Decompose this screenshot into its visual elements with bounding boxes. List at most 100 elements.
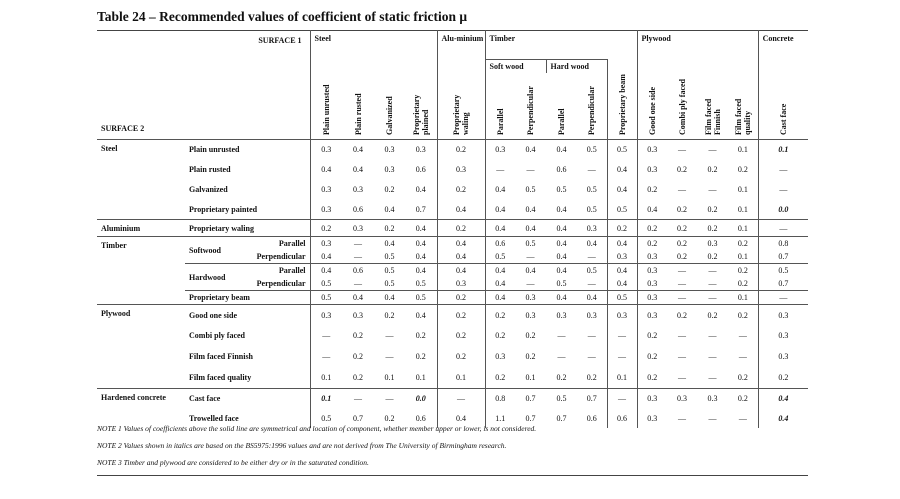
table-row: Film faced quality 0.1 0.2 0.1 0.1 0.1 0.2 0.1 0… bbox=[97, 367, 809, 389]
value-cell: 0.6 bbox=[586, 413, 597, 423]
value-cell: 0.3 bbox=[436, 159, 486, 180]
value-cell: — bbox=[526, 279, 535, 289]
value-cell: 0.2 bbox=[707, 252, 718, 262]
value-cell: 0.5 bbox=[556, 185, 567, 194]
value-cell: 0.7 bbox=[757, 277, 809, 291]
group-label: Alu-minium bbox=[441, 34, 484, 43]
value-cell: 0.5 bbox=[405, 290, 438, 305]
row-label: Film faced quality bbox=[189, 373, 252, 383]
note: NOTE 3 Timber and plywood are considered… bbox=[97, 458, 369, 467]
value-cell: — bbox=[309, 346, 343, 368]
value-cell: — bbox=[606, 325, 638, 347]
table-row: Trowelled face 0.5 0.7 0.2 0.6 0.4 1.1 0.7 0.7 0.… bbox=[97, 408, 809, 429]
value-cell: 0.5 bbox=[577, 263, 608, 278]
value-cell: 0.2 bbox=[353, 352, 364, 362]
value-cell: — bbox=[708, 331, 717, 341]
value-cell: 0.3 bbox=[636, 250, 668, 264]
table-title: Table 24 – Recommended values of coeffic… bbox=[97, 9, 468, 24]
value-cell: 0.4 bbox=[606, 159, 638, 180]
value-cell: — bbox=[757, 290, 809, 305]
value-cell: 0.3 bbox=[342, 219, 375, 237]
surface-2-label: SURFACE 2 bbox=[101, 124, 145, 133]
value-cell: — bbox=[374, 387, 406, 409]
value-cell: 0.5 bbox=[577, 139, 608, 160]
value-cell: 0.3 bbox=[374, 139, 406, 160]
value-cell: — bbox=[606, 387, 638, 409]
value-cell: 0.4 bbox=[546, 263, 578, 278]
value-cell: 0.2 bbox=[436, 219, 486, 237]
value-cell: — bbox=[342, 387, 375, 409]
value-cell: 0.2 bbox=[677, 252, 688, 262]
row-group: Steel Plain unrusted 0.3 0.4 0.3 0.3 0.2 0.3 0.4… bbox=[97, 139, 809, 220]
value-cell: 0.7 bbox=[415, 204, 426, 214]
value-cell: 0.4 bbox=[484, 199, 516, 220]
value-cell: 0.7 bbox=[353, 413, 364, 423]
value-cell: 0.4 bbox=[374, 290, 406, 305]
value-cell: 0.4 bbox=[757, 387, 809, 409]
value-cell: — bbox=[484, 159, 516, 180]
value-cell: 0.3 bbox=[515, 303, 547, 326]
value-cell: 0.2 bbox=[525, 352, 536, 362]
value-cell: 0.2 bbox=[606, 219, 638, 237]
column-header: Parallel bbox=[546, 73, 577, 140]
value-cell: 0.4 bbox=[436, 408, 486, 429]
row-label: Proprietary beam bbox=[185, 290, 311, 305]
value-cell: 0.5 bbox=[374, 263, 406, 278]
value-cell: 0.2 bbox=[436, 325, 486, 347]
value-cell: 0.2 bbox=[436, 346, 486, 368]
value-cell: — bbox=[738, 352, 747, 362]
group-header: Timber bbox=[484, 30, 638, 60]
value-cell: 0.4 bbox=[405, 263, 438, 278]
value-cell: — bbox=[708, 413, 717, 423]
value-cell: 0.4 bbox=[405, 219, 438, 237]
value-cell: 0.1 bbox=[309, 387, 343, 409]
value-cell: — bbox=[678, 185, 687, 194]
column-header: Plain unrusted bbox=[309, 59, 343, 140]
value-cell: 0.4 bbox=[405, 303, 438, 326]
column-label: Plain unrusted bbox=[321, 84, 331, 135]
value-cell: 0.5 bbox=[586, 185, 597, 194]
value-cell: 0.2 bbox=[353, 373, 364, 383]
value-cell: — bbox=[667, 263, 698, 278]
table-row: Film faced Finnish —0.2—0.2 0.2 0.3 0.2— — —0.… bbox=[97, 346, 809, 368]
value-cell: 0.3 bbox=[309, 139, 343, 160]
value-cell: 0.3 bbox=[484, 346, 516, 368]
corner: SURFACE 1 SURFACE 2 bbox=[97, 33, 310, 137]
column-label: Proprietary waling bbox=[452, 94, 471, 135]
value-cell: 0.2 bbox=[384, 185, 395, 194]
row-label: Proprietary waling bbox=[185, 219, 311, 237]
value-cell: 0.4 bbox=[577, 290, 608, 305]
value-cell: 0.3 bbox=[636, 290, 668, 305]
value-cell: — bbox=[697, 263, 729, 278]
value-cell: 0.4 bbox=[556, 252, 567, 262]
table-row: Hardwood Parallel 0.4 0.6 0.5 0.4 0.4 0.4 0.4 0.4… bbox=[97, 263, 809, 291]
value-cell: 0.2 bbox=[697, 303, 729, 326]
table-row: Plain rusted 0.4 0.4 0.3 0.6 0.3— —0.6—0.4 0.3 0… bbox=[97, 159, 809, 180]
column-label: Film faced Finnish bbox=[703, 98, 722, 135]
value-cell: 0.2 bbox=[728, 236, 759, 251]
group-label: Hardened concrete bbox=[97, 387, 185, 429]
value-cell: 0.4 bbox=[546, 219, 578, 237]
value-cell: 0.4 bbox=[436, 199, 486, 220]
value-cell: 0.4 bbox=[577, 236, 608, 251]
value-cell: — bbox=[557, 331, 566, 341]
value-cell: 0.5 bbox=[309, 290, 343, 305]
value-cell: — bbox=[354, 252, 363, 262]
value-cell: 0.2 bbox=[737, 279, 748, 289]
value-cell: 0.2 bbox=[484, 303, 516, 326]
value-cell: 0.2 bbox=[667, 236, 698, 251]
value-cell: 0.2 bbox=[636, 367, 668, 389]
row-label: Good one side bbox=[185, 303, 311, 326]
row-label: Plain unrusted bbox=[185, 139, 311, 160]
column-label: Combi ply faced bbox=[677, 79, 687, 135]
value-cell: 0.5 bbox=[515, 236, 547, 251]
column-label: Plain rusted bbox=[353, 93, 363, 135]
value-cell: 0.5 bbox=[525, 185, 536, 194]
value-cell: 0.4 bbox=[606, 236, 638, 251]
column-label: Proprietary plained bbox=[411, 94, 430, 135]
column-label: Parallel bbox=[495, 108, 505, 135]
value-cell: — bbox=[678, 352, 687, 362]
value-cell: — bbox=[587, 352, 596, 362]
value-cell: 0.2 bbox=[636, 236, 668, 251]
value-cell: — bbox=[526, 252, 535, 262]
